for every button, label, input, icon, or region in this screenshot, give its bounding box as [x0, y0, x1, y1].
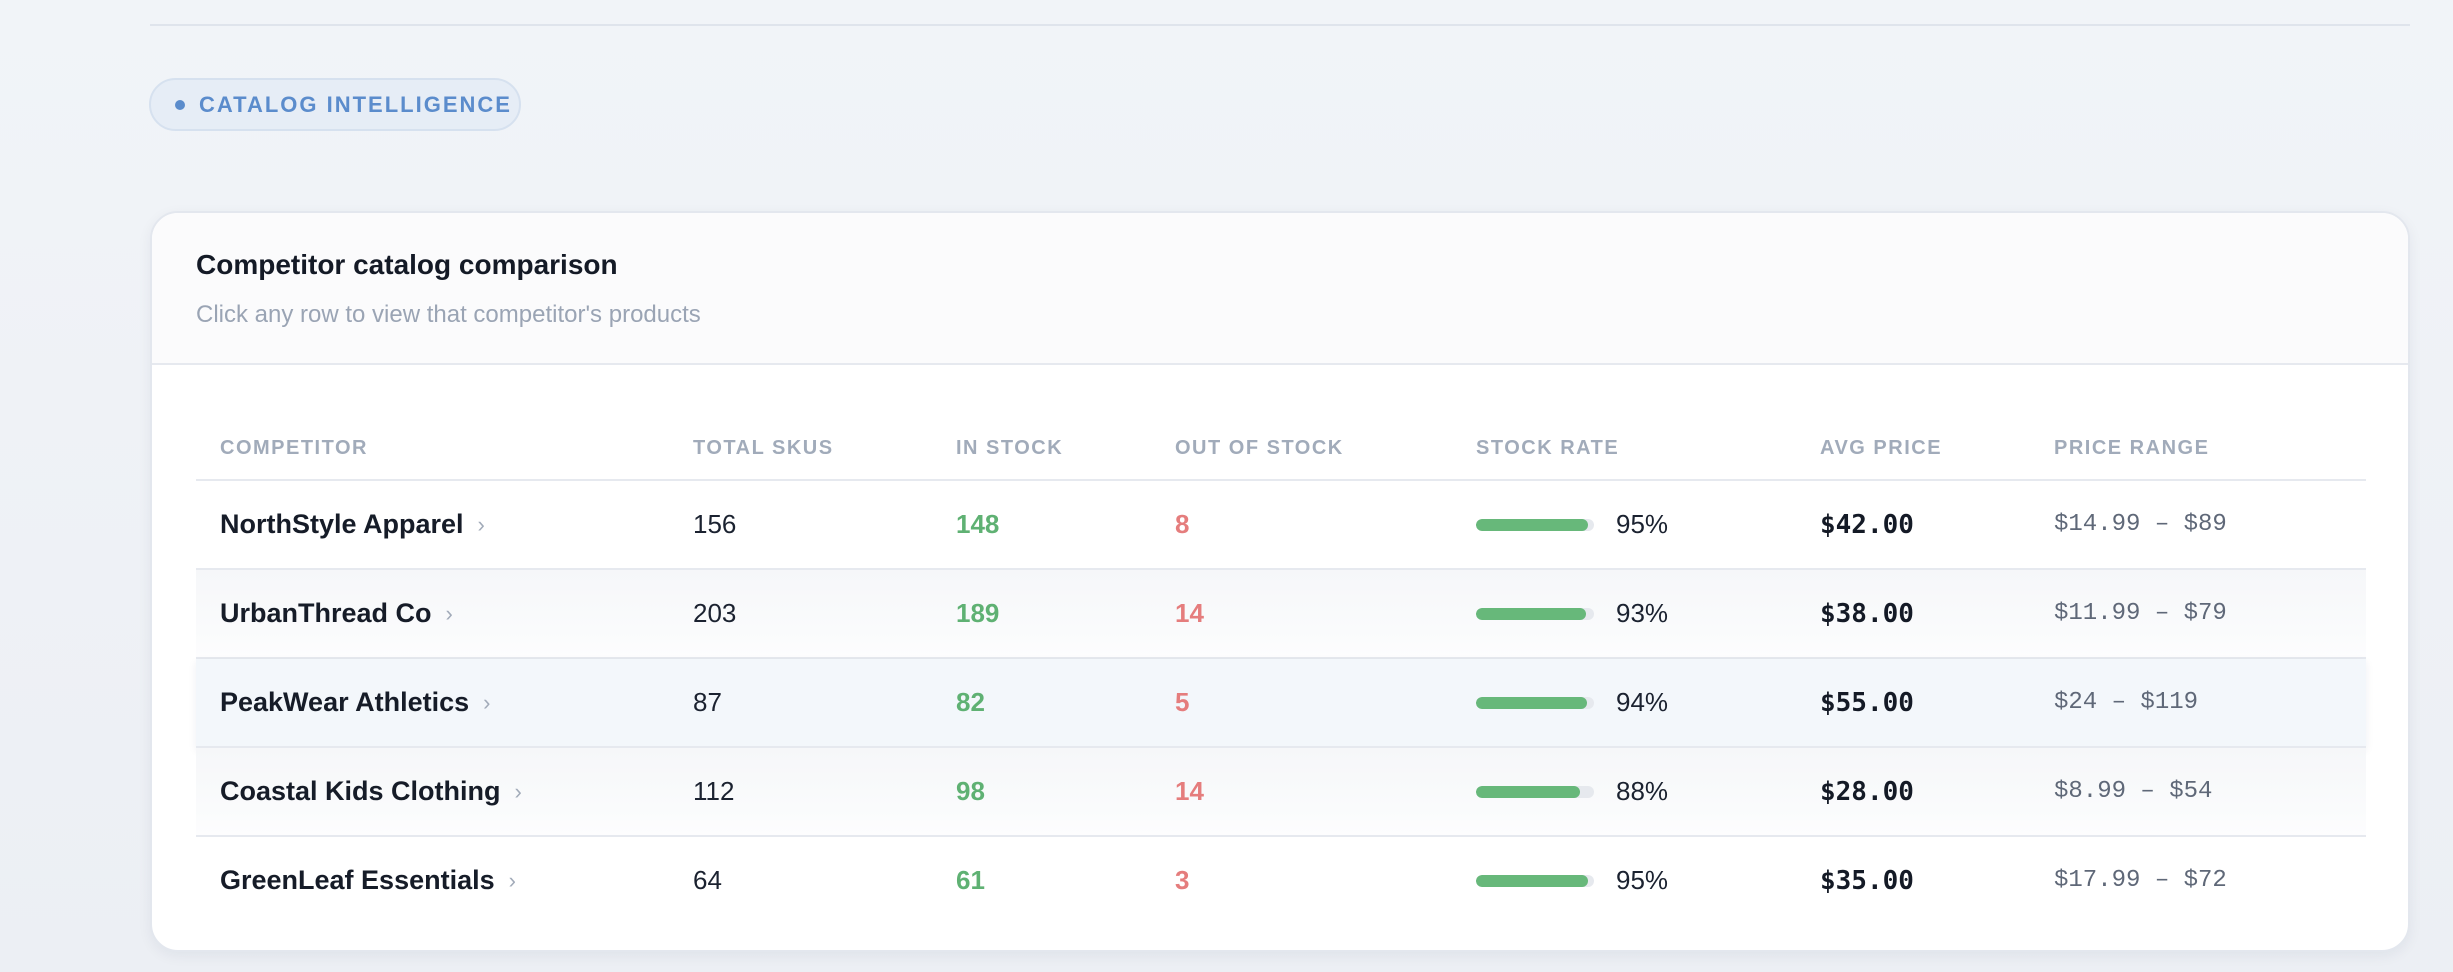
table-row[interactable]: UrbanThread Co › 203 189 14 93% $38.00 $…	[196, 570, 2366, 659]
table-header: COMPETITOR TOTAL SKUS IN STOCK OUT OF ST…	[196, 425, 2366, 481]
competitor-name-cell: PeakWear Athletics ›	[220, 659, 490, 746]
price-range: $8.99 – $54	[2054, 778, 2213, 805]
avg-price: $28.00	[1820, 776, 1914, 807]
column-header-stock-rate[interactable]: STOCK RATE	[1476, 437, 1620, 459]
column-header-price-range[interactable]: PRICE RANGE	[2054, 437, 2210, 459]
stock-rate-bar-fill	[1476, 607, 1586, 620]
competitor-name: UrbanThread Co	[220, 598, 432, 628]
competitor-name-cell: Coastal Kids Clothing ›	[220, 748, 522, 835]
in-stock-count: 61	[956, 865, 985, 895]
chevron-right-icon: ›	[445, 600, 453, 626]
stock-rate-bar-fill	[1476, 518, 1589, 531]
column-header-avg-price[interactable]: AVG PRICE	[1820, 437, 1943, 459]
competitor-name-cell: UrbanThread Co ›	[220, 570, 453, 657]
stock-rate-bar	[1476, 518, 1594, 531]
column-header-in-stock[interactable]: IN STOCK	[956, 437, 1064, 459]
chevron-right-icon: ›	[514, 778, 522, 804]
stock-rate-bar	[1476, 607, 1594, 620]
status-dot-icon	[175, 99, 185, 110]
total-skus: 87	[693, 687, 722, 717]
stock-rate-cell: 95%	[1476, 837, 1668, 924]
competitor-name-cell: GreenLeaf Essentials ›	[220, 837, 516, 924]
stock-rate-label: 95%	[1616, 865, 1669, 895]
avg-price: $42.00	[1820, 509, 1914, 540]
competitor-table: COMPETITOR TOTAL SKUS IN STOCK OUT OF ST…	[196, 425, 2366, 926]
price-range: $11.99 – $79	[2054, 600, 2227, 627]
top-divider	[150, 24, 2410, 26]
out-of-stock-count: 14	[1175, 776, 1204, 806]
stock-rate-cell: 95%	[1476, 481, 1668, 568]
competitor-name-cell: NorthStyle Apparel ›	[220, 481, 485, 568]
total-skus: 203	[693, 598, 737, 628]
column-header-total-skus[interactable]: TOTAL SKUS	[693, 437, 834, 459]
total-skus: 112	[693, 776, 735, 806]
stock-rate-label: 95%	[1616, 509, 1669, 539]
avg-price: $35.00	[1820, 865, 1914, 896]
chevron-right-icon: ›	[483, 689, 491, 715]
competitor-comparison-card: Competitor catalog comparison Click any …	[150, 211, 2410, 952]
out-of-stock-count: 3	[1175, 865, 1190, 895]
card-header: Competitor catalog comparison Click any …	[152, 213, 2408, 365]
stock-rate-bar-fill	[1476, 785, 1580, 798]
out-of-stock-count: 8	[1175, 509, 1190, 539]
stock-rate-cell: 93%	[1476, 570, 1668, 657]
competitor-name: Coastal Kids Clothing	[220, 776, 501, 806]
in-stock-count: 148	[956, 509, 1000, 539]
card-subtitle: Click any row to view that competitor's …	[196, 301, 701, 328]
out-of-stock-count: 14	[1175, 598, 1204, 628]
section-badge: CATALOG INTELLIGENCE	[149, 78, 521, 131]
stock-rate-bar-fill	[1476, 696, 1587, 709]
price-range: $17.99 – $72	[2054, 867, 2227, 894]
stock-rate-label: 88%	[1616, 776, 1669, 806]
competitor-name: NorthStyle Apparel	[220, 509, 464, 539]
stock-rate-label: 93%	[1616, 598, 1669, 628]
table-row[interactable]: PeakWear Athletics › 87 82 5 94% $55.00 …	[196, 659, 2366, 748]
in-stock-count: 189	[956, 598, 1000, 628]
stock-rate-bar-fill	[1476, 874, 1589, 887]
total-skus: 64	[693, 865, 722, 895]
avg-price: $55.00	[1820, 687, 1914, 718]
stock-rate-label: 94%	[1616, 687, 1669, 717]
in-stock-count: 98	[956, 776, 985, 806]
stock-rate-bar	[1476, 696, 1594, 709]
chevron-right-icon: ›	[508, 867, 516, 893]
stock-rate-bar	[1476, 874, 1594, 887]
column-header-out-of-stock[interactable]: OUT OF STOCK	[1175, 437, 1344, 459]
price-range: $14.99 – $89	[2054, 511, 2227, 538]
avg-price: $38.00	[1820, 598, 1914, 629]
price-range: $24 – $119	[2054, 689, 2199, 716]
chevron-right-icon: ›	[477, 511, 485, 537]
out-of-stock-count: 5	[1175, 687, 1190, 717]
card-title: Competitor catalog comparison	[196, 249, 618, 280]
competitor-name: PeakWear Athletics	[220, 687, 470, 717]
stock-rate-cell: 94%	[1476, 659, 1668, 746]
table-row[interactable]: GreenLeaf Essentials › 64 61 3 95% $35.0…	[196, 837, 2366, 926]
section-badge-label: CATALOG INTELLIGENCE	[199, 91, 512, 117]
table-row[interactable]: NorthStyle Apparel › 156 148 8 95% $42.0…	[196, 481, 2366, 570]
stock-rate-cell: 88%	[1476, 748, 1668, 835]
column-header-competitor[interactable]: COMPETITOR	[220, 437, 368, 459]
stock-rate-bar	[1476, 785, 1594, 798]
competitor-name: GreenLeaf Essentials	[220, 865, 495, 895]
in-stock-count: 82	[956, 687, 985, 717]
table-row[interactable]: Coastal Kids Clothing › 112 98 14 88% $2…	[196, 748, 2366, 837]
total-skus: 156	[693, 509, 737, 539]
